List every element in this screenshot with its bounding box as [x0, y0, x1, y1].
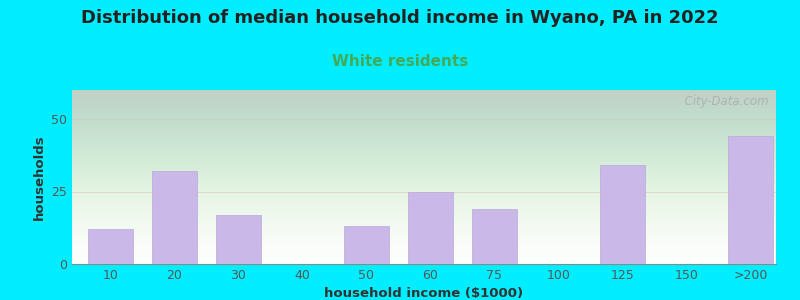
Text: Distribution of median household income in Wyano, PA in 2022: Distribution of median household income …	[81, 9, 719, 27]
Bar	[472, 209, 517, 264]
Y-axis label: households: households	[33, 134, 46, 220]
Text: White residents: White residents	[332, 54, 468, 69]
Bar	[344, 226, 389, 264]
Text: City-Data.com: City-Data.com	[678, 95, 769, 108]
Bar	[728, 136, 773, 264]
Bar	[216, 215, 261, 264]
Bar	[88, 229, 133, 264]
Bar	[408, 191, 453, 264]
Bar	[600, 165, 645, 264]
Bar	[152, 171, 197, 264]
X-axis label: household income ($1000): household income ($1000)	[325, 287, 523, 300]
